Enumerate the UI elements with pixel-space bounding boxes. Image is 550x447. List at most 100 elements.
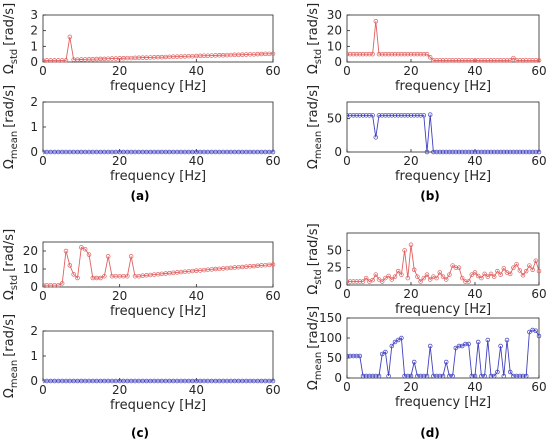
data-point bbox=[360, 279, 366, 284]
data-point bbox=[527, 58, 532, 63]
data-point bbox=[479, 373, 484, 379]
y-tick-label: 50 bbox=[327, 112, 342, 126]
data-point bbox=[373, 19, 379, 24]
data-point bbox=[475, 339, 481, 345]
data-point bbox=[514, 149, 519, 155]
x-tick-label: 60 bbox=[531, 154, 546, 168]
data-point bbox=[443, 277, 449, 282]
series-line bbox=[43, 36, 274, 61]
x-tick-label: 60 bbox=[531, 380, 546, 394]
y-label-unit: [rad/s] bbox=[306, 306, 321, 349]
data-point bbox=[415, 113, 420, 118]
data-point bbox=[418, 113, 423, 118]
data-point bbox=[459, 58, 465, 63]
data-point bbox=[498, 149, 503, 155]
data-point bbox=[389, 277, 395, 282]
data-point bbox=[447, 149, 452, 155]
data-point bbox=[347, 279, 353, 284]
data-point bbox=[453, 58, 459, 63]
data-point bbox=[520, 373, 526, 379]
data-point bbox=[363, 113, 369, 118]
data-point bbox=[418, 373, 423, 379]
y-tick-label: 1 bbox=[30, 39, 38, 53]
data-point bbox=[67, 263, 73, 268]
y-label-subscript: mean bbox=[313, 352, 324, 380]
data-point bbox=[501, 373, 507, 379]
x-tick-label: 60 bbox=[265, 64, 280, 78]
data-point bbox=[437, 149, 443, 155]
series-bottom bbox=[43, 149, 276, 155]
data-point bbox=[363, 275, 369, 281]
x-tick-label: 60 bbox=[265, 383, 280, 397]
data-point bbox=[447, 272, 452, 277]
y-tick-label: 0 bbox=[30, 55, 38, 69]
x-tick-label: 20 bbox=[403, 287, 418, 301]
x-tick-label: 20 bbox=[112, 289, 127, 303]
data-point bbox=[408, 113, 414, 118]
data-point bbox=[479, 149, 484, 155]
data-point bbox=[424, 149, 430, 155]
x-tick-label: 60 bbox=[265, 289, 280, 303]
data-point bbox=[472, 149, 478, 155]
data-point bbox=[501, 149, 507, 155]
x-tick-label: 20 bbox=[403, 154, 418, 168]
data-point bbox=[447, 373, 452, 379]
data-point bbox=[395, 337, 401, 343]
data-point bbox=[370, 51, 375, 57]
data-point bbox=[495, 58, 500, 63]
data-point bbox=[485, 58, 491, 63]
y-tick-label: 0 bbox=[30, 374, 38, 388]
data-point bbox=[485, 149, 491, 155]
y-label-symbol: Ω bbox=[2, 290, 17, 300]
data-point bbox=[443, 149, 449, 155]
chart-8-bottom: 0 20 40 60 0 50 100 150 frequency [Hz] Ωmean [rad/… bbox=[306, 306, 547, 410]
data-point bbox=[75, 275, 80, 281]
x-tick-label: 40 bbox=[189, 289, 204, 303]
data-point bbox=[360, 373, 366, 379]
y-axis-label: Ωmean [rad/s] bbox=[306, 306, 324, 390]
data-point bbox=[523, 149, 529, 155]
data-point bbox=[459, 275, 465, 281]
data-point bbox=[466, 149, 471, 155]
data-point bbox=[363, 51, 369, 57]
data-point bbox=[533, 258, 539, 263]
y-label-unit: [rad/s] bbox=[2, 85, 17, 128]
data-point bbox=[520, 149, 526, 155]
y-label-subscript: mean bbox=[9, 360, 20, 388]
y-tick-label: 1 bbox=[30, 120, 38, 134]
data-point bbox=[437, 58, 443, 63]
data-point bbox=[459, 343, 465, 349]
data-point bbox=[421, 275, 427, 281]
data-point bbox=[463, 279, 468, 284]
data-point bbox=[392, 51, 398, 57]
data-point bbox=[453, 345, 459, 351]
data-point bbox=[392, 113, 398, 118]
data-point bbox=[463, 341, 468, 347]
y-label-subscript: std bbox=[9, 275, 20, 290]
data-point bbox=[370, 113, 375, 118]
data-point bbox=[408, 373, 414, 379]
series-top bbox=[43, 245, 276, 288]
data-point bbox=[511, 265, 516, 270]
x-tick-label: 0 bbox=[343, 154, 351, 168]
y-tick-label: 25 bbox=[327, 261, 342, 275]
data-point bbox=[495, 268, 500, 274]
x-tick-label: 0 bbox=[39, 64, 47, 78]
x-tick-label: 40 bbox=[189, 154, 204, 168]
series-top bbox=[347, 242, 542, 284]
y-label-symbol: Ω bbox=[306, 285, 321, 295]
data-point bbox=[415, 274, 420, 279]
data-point bbox=[434, 58, 439, 63]
y-axis-label: Ωmean [rad/s] bbox=[2, 314, 20, 398]
data-point bbox=[402, 248, 407, 253]
series-bottom bbox=[43, 378, 276, 384]
y-tick-label: 2 bbox=[30, 24, 38, 38]
data-point bbox=[424, 373, 430, 379]
data-point bbox=[399, 335, 404, 341]
data-point bbox=[511, 373, 516, 379]
data-point bbox=[450, 263, 455, 268]
data-point bbox=[431, 149, 436, 155]
data-point bbox=[354, 353, 359, 359]
